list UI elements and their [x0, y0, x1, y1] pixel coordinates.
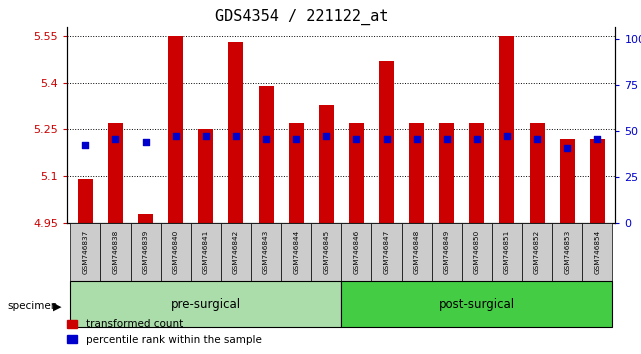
- Text: GSM746850: GSM746850: [474, 230, 480, 274]
- Bar: [462, 223, 492, 281]
- Bar: [281, 223, 312, 281]
- Bar: [371, 223, 401, 281]
- Bar: [552, 223, 582, 281]
- Text: GSM746854: GSM746854: [594, 230, 600, 274]
- Bar: [560, 139, 575, 223]
- Text: GSM746853: GSM746853: [564, 230, 570, 274]
- Point: [412, 136, 422, 142]
- Point: [381, 136, 392, 142]
- Text: specimen: specimen: [8, 301, 58, 311]
- Point: [110, 136, 121, 142]
- Bar: [228, 42, 244, 223]
- Text: GSM746841: GSM746841: [203, 230, 209, 274]
- Bar: [312, 223, 341, 281]
- Bar: [499, 36, 515, 223]
- Bar: [71, 281, 341, 327]
- Point: [351, 136, 362, 142]
- Text: GSM746837: GSM746837: [83, 230, 88, 274]
- Text: GSM746844: GSM746844: [293, 230, 299, 274]
- Text: GSM746851: GSM746851: [504, 230, 510, 274]
- Bar: [78, 179, 93, 223]
- Bar: [341, 281, 612, 327]
- Text: pre-surgical: pre-surgical: [171, 298, 241, 311]
- Bar: [251, 223, 281, 281]
- Legend: transformed count, percentile rank within the sample: transformed count, percentile rank withi…: [63, 315, 266, 349]
- Bar: [492, 223, 522, 281]
- Text: ▶: ▶: [53, 302, 61, 312]
- Text: GSM746845: GSM746845: [323, 230, 329, 274]
- Bar: [258, 86, 274, 223]
- Point: [562, 145, 572, 151]
- Text: GSM746840: GSM746840: [172, 230, 179, 274]
- Bar: [101, 223, 131, 281]
- Bar: [221, 223, 251, 281]
- Text: GSM746842: GSM746842: [233, 230, 239, 274]
- Point: [321, 133, 331, 138]
- Point: [140, 139, 151, 145]
- Bar: [71, 223, 101, 281]
- Point: [532, 136, 542, 142]
- Text: GSM746839: GSM746839: [142, 230, 149, 274]
- Bar: [288, 123, 304, 223]
- Bar: [319, 104, 334, 223]
- Point: [171, 133, 181, 138]
- Bar: [131, 223, 161, 281]
- Point: [261, 136, 271, 142]
- Bar: [379, 61, 394, 223]
- Bar: [168, 36, 183, 223]
- Text: GSM746847: GSM746847: [383, 230, 390, 274]
- Point: [201, 133, 211, 138]
- Bar: [161, 223, 191, 281]
- Bar: [431, 223, 462, 281]
- Text: GSM746848: GSM746848: [413, 230, 420, 274]
- Text: GSM746843: GSM746843: [263, 230, 269, 274]
- Bar: [439, 123, 454, 223]
- Bar: [409, 123, 424, 223]
- Text: GSM746846: GSM746846: [353, 230, 360, 274]
- Bar: [108, 123, 123, 223]
- Point: [502, 133, 512, 138]
- Bar: [529, 123, 545, 223]
- Text: GSM746852: GSM746852: [534, 230, 540, 274]
- Bar: [582, 223, 612, 281]
- Bar: [590, 139, 605, 223]
- Point: [291, 136, 301, 142]
- Bar: [341, 223, 371, 281]
- Bar: [469, 123, 485, 223]
- Bar: [191, 223, 221, 281]
- Bar: [522, 223, 552, 281]
- Point: [472, 136, 482, 142]
- Text: GSM746849: GSM746849: [444, 230, 450, 274]
- Point: [80, 142, 90, 148]
- Point: [442, 136, 452, 142]
- Bar: [138, 214, 153, 223]
- Bar: [401, 223, 431, 281]
- Bar: [198, 130, 213, 223]
- Point: [592, 136, 603, 142]
- Bar: [349, 123, 364, 223]
- Point: [231, 133, 241, 138]
- Text: GSM746838: GSM746838: [112, 230, 119, 274]
- Text: GDS4354 / 221122_at: GDS4354 / 221122_at: [215, 9, 388, 25]
- Text: post-surgical: post-surgical: [439, 298, 515, 311]
